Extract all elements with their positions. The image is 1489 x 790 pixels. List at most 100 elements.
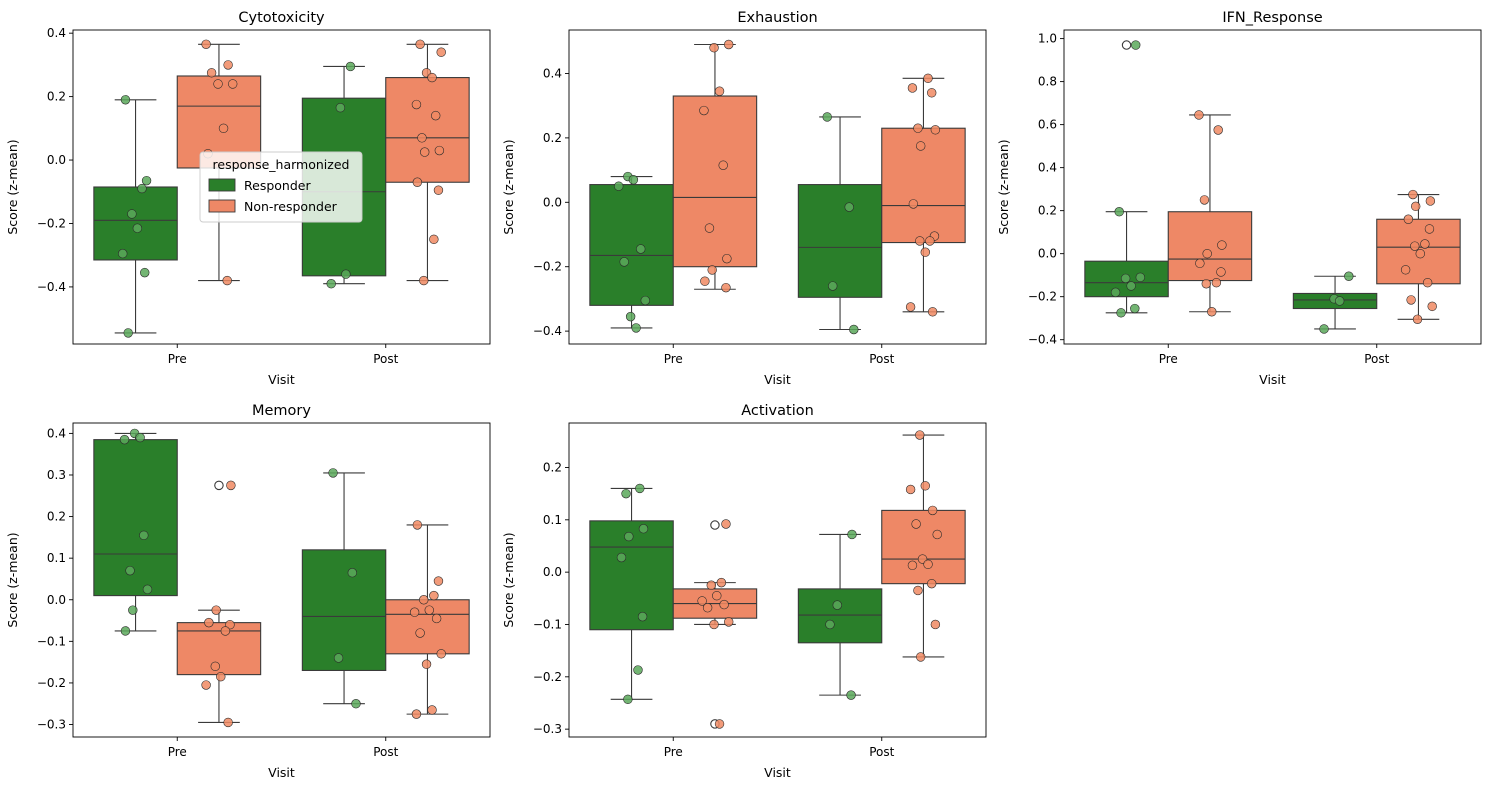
box-iqr [93, 439, 178, 597]
x-axis-label: Visit [764, 372, 791, 387]
data-point [218, 123, 229, 134]
y-tick-label: 0.2 [47, 510, 66, 524]
data-point [328, 468, 338, 478]
axes-frame [1063, 29, 1482, 345]
data-point [920, 247, 930, 257]
data-point [616, 552, 627, 563]
legend: response_harmonized Responder Non-responde… [199, 151, 363, 223]
data-point [1410, 241, 1420, 251]
legend-frame [199, 151, 363, 223]
data-point [1344, 271, 1354, 281]
data-point [923, 73, 933, 84]
y-tick-label: 0.2 [543, 460, 562, 474]
x-axis-label: Visit [1259, 372, 1286, 387]
data-point [920, 481, 930, 491]
data-point [204, 617, 214, 628]
data-point [714, 86, 725, 96]
axes-frame [568, 422, 987, 738]
data-point [1216, 267, 1226, 277]
data-point [345, 61, 356, 72]
box-non-responder-post [385, 524, 470, 715]
data-point [341, 269, 351, 279]
data-point [436, 47, 446, 57]
data-point [623, 694, 633, 705]
x-tick-label: Pre [168, 352, 187, 366]
data-point [846, 690, 856, 700]
box-non-responder-pre [176, 480, 262, 723]
data-point [844, 202, 854, 212]
axes-frame [72, 422, 491, 738]
data-point [637, 611, 648, 622]
data-point [1202, 248, 1212, 259]
data-point [719, 599, 729, 610]
data-point [932, 529, 942, 540]
data-point [119, 434, 130, 445]
x-tick-label: Post [373, 352, 398, 366]
data-point [333, 653, 344, 663]
data-point [1199, 195, 1210, 205]
chart-title: Exhaustion [737, 10, 817, 26]
data-point [707, 265, 717, 275]
box-iqr [301, 549, 387, 672]
y-tick-label: −0.1 [37, 634, 66, 648]
data-point [724, 39, 734, 50]
data-point [427, 72, 437, 83]
data-point [721, 519, 731, 529]
box-non-responder-pre [1167, 114, 1253, 313]
data-point [139, 530, 149, 540]
data-point [636, 244, 646, 254]
axes-frame [72, 29, 491, 345]
data-point [614, 181, 624, 191]
data-point [351, 699, 361, 709]
y-tick-label: 0.6 [1038, 118, 1057, 132]
data-point [908, 199, 919, 209]
data-point [433, 576, 444, 586]
data-point [127, 209, 137, 219]
data-point [419, 275, 429, 286]
box-iqr [797, 588, 883, 644]
data-point [915, 141, 926, 151]
data-point [930, 125, 941, 135]
legend-swatch-non-responder [208, 199, 236, 213]
y-axis-label: Score (z-mean) [5, 139, 20, 234]
data-point [417, 133, 427, 143]
data-point [1319, 324, 1329, 334]
y-tick-label: −0.3 [37, 718, 66, 732]
data-point [619, 257, 629, 267]
data-point [120, 95, 131, 105]
data-point [1400, 265, 1411, 275]
box-iqr [93, 186, 178, 261]
y-tick-label: 0.2 [543, 131, 562, 145]
y-tick-label: −0.4 [37, 280, 66, 294]
data-point [915, 430, 925, 440]
data-point [724, 617, 734, 627]
x-tick-label: Post [869, 745, 894, 759]
data-point [1217, 240, 1227, 250]
y-tick-label: 0.0 [47, 593, 66, 607]
y-tick-label: 0.2 [47, 90, 66, 104]
data-point [1195, 258, 1205, 269]
chart-title: Activation [741, 403, 814, 419]
y-tick-label: 0.4 [1038, 161, 1057, 175]
data-point [905, 302, 916, 312]
subplot-0: Cytotoxicity −0.4 −0.2 0.0 0.2 0.4 Pre Post Visi… [5, 10, 491, 387]
axes-frame [568, 29, 987, 345]
data-point [915, 236, 925, 246]
box-iqr [385, 77, 470, 183]
data-point [640, 295, 651, 306]
data-point [326, 279, 336, 289]
data-point [722, 253, 732, 264]
data-point [135, 432, 145, 443]
data-point [223, 60, 233, 70]
data-point [716, 577, 727, 588]
data-point [628, 175, 639, 185]
box-non-responder-post [881, 434, 966, 658]
data-point [847, 529, 857, 540]
data-point [125, 565, 135, 576]
data-point [1415, 248, 1425, 259]
subplot-4: Activation −0.3 −0.2 −0.1 0.0 0.1 0.2 Pre Post Vi… [501, 403, 987, 780]
y-tick-label: −0.2 [533, 260, 562, 274]
data-point [424, 605, 434, 615]
data-point [832, 600, 842, 610]
outlier-marker [710, 520, 720, 530]
